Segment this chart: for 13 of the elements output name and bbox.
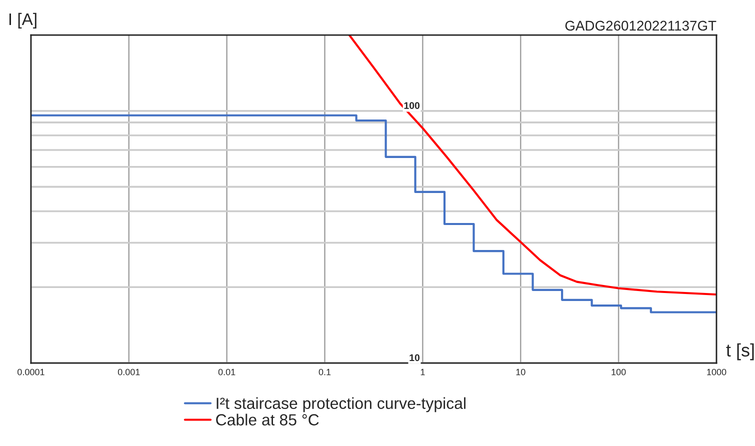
x-tick-label: 100 (612, 368, 626, 376)
x-tick-label: 0.01 (218, 368, 236, 376)
x-tick-label: 1 (420, 368, 425, 376)
x-tick-label: 0.001 (118, 368, 140, 376)
x-tick-label: 1000 (707, 368, 726, 376)
legend-label: Cable at 85 °C (216, 414, 319, 426)
legend-label: I²t staircase protection curve-typical (216, 397, 466, 412)
x-tick-label: 0.0001 (18, 368, 44, 376)
x-axis-title: t [s] (726, 343, 754, 360)
text: GADG260120221137GT (565, 20, 716, 31)
y-axis-title: I [A] (9, 12, 36, 28)
x-tick-label: 10 (516, 368, 526, 376)
x-tick-label: 0.1 (318, 368, 331, 376)
